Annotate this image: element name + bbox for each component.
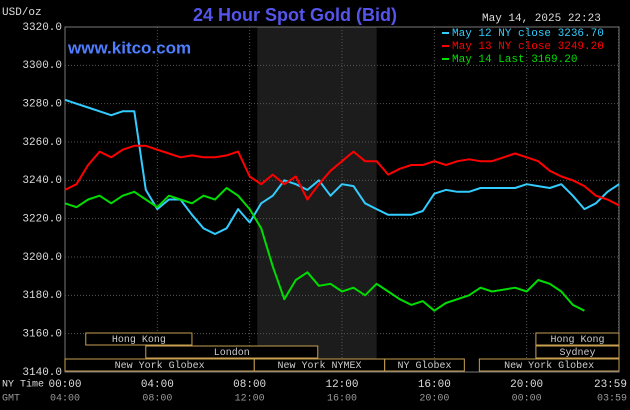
- session-label: Hong Kong: [112, 335, 166, 346]
- y-tick-label: 3200.0: [22, 252, 62, 264]
- y-tick-label: 3240.0: [22, 175, 62, 187]
- legend-label: May 12 NY close 3236.70: [452, 28, 604, 40]
- x-tick-label: 00:00: [48, 379, 81, 391]
- session-label: New York NYMEX: [277, 360, 361, 372]
- y-tick-label: 3320.0: [22, 22, 62, 34]
- session-label: NY Globex: [398, 360, 452, 372]
- session-label: New York Globex: [115, 360, 205, 372]
- x2-tick-label: 20:00: [419, 394, 449, 405]
- series-line: [64, 144, 620, 207]
- x-tick-label: 12:00: [325, 379, 358, 391]
- session-label: Hong Kong: [550, 335, 604, 346]
- x2-tick-label: 12:00: [235, 394, 265, 405]
- session-label: Sydney: [559, 347, 595, 359]
- x2-tick-label: 04:00: [50, 394, 80, 405]
- session-box: [478, 358, 620, 372]
- session-box: [384, 358, 465, 372]
- x-axis-label: NY Time: [2, 379, 44, 391]
- plot-border: [64, 26, 620, 373]
- timestamp: May 14, 2025 22:23: [482, 13, 601, 25]
- source: www.kitco.com: [67, 38, 191, 57]
- x-tick-label: 08:00: [233, 379, 266, 391]
- session-box: [535, 345, 620, 359]
- session-label: London: [214, 347, 250, 359]
- y-tick-label: 3180.0: [22, 290, 62, 302]
- session-box: [145, 345, 319, 359]
- x-tick-label: 23:59: [594, 379, 627, 391]
- y-tick-label: 3300.0: [22, 60, 62, 72]
- highlight-band: [257, 27, 377, 372]
- legend-label: May 13 NY close 3249.20: [452, 41, 604, 53]
- x-tick-label: 20:00: [510, 379, 543, 391]
- series-line: [64, 187, 585, 312]
- x2-tick-label: 08:00: [142, 394, 172, 405]
- y-axis-label: USD/oz: [2, 7, 42, 19]
- session-box: [85, 332, 193, 346]
- series-line: [64, 98, 620, 235]
- x2-axis-label: GMT: [2, 394, 20, 405]
- y-tick-label: 3280.0: [22, 99, 62, 111]
- y-tick-label: 3140.0: [22, 367, 62, 379]
- session-box: [535, 332, 620, 346]
- y-tick-label: 3220.0: [22, 214, 62, 226]
- chart-title: 24 Hour Spot Gold (Bid): [193, 5, 397, 25]
- x2-tick-label: 16:00: [327, 394, 357, 405]
- x-tick-label: 04:00: [141, 379, 174, 391]
- x-tick-label: 16:00: [418, 379, 451, 391]
- y-tick-label: 3260.0: [22, 137, 62, 149]
- legend-label: May 14 Last 3169.20: [452, 54, 577, 66]
- y-tick-label: 3160.0: [22, 329, 62, 341]
- x2-tick-label: 03:59: [597, 394, 627, 405]
- session-label: New York Globex: [504, 360, 594, 372]
- x2-tick-label: 00:00: [512, 394, 542, 405]
